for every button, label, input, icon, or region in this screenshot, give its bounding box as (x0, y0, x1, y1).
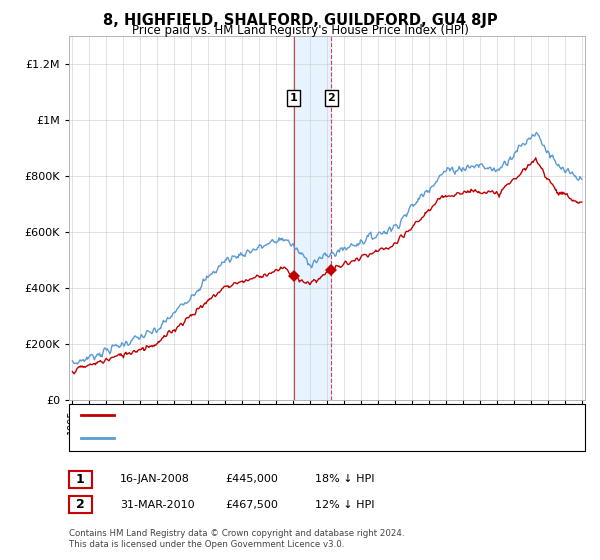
Text: 2: 2 (76, 498, 85, 511)
Text: Price paid vs. HM Land Registry's House Price Index (HPI): Price paid vs. HM Land Registry's House … (131, 24, 469, 37)
Text: 31-MAR-2010: 31-MAR-2010 (120, 500, 194, 510)
Text: 16-JAN-2008: 16-JAN-2008 (120, 474, 190, 484)
Text: Contains HM Land Registry data © Crown copyright and database right 2024.
This d: Contains HM Land Registry data © Crown c… (69, 529, 404, 549)
Text: £467,500: £467,500 (225, 500, 278, 510)
Text: 2: 2 (328, 93, 335, 103)
Text: 12% ↓ HPI: 12% ↓ HPI (315, 500, 374, 510)
Text: 1: 1 (76, 473, 85, 486)
Text: 8, HIGHFIELD, SHALFORD, GUILDFORD, GU4 8JP (detached house): 8, HIGHFIELD, SHALFORD, GUILDFORD, GU4 8… (120, 410, 463, 420)
Bar (294, 36, 331, 400)
Text: HPI: Average price, detached house, Guildford: HPI: Average price, detached house, Guil… (120, 433, 361, 442)
Text: 1: 1 (290, 93, 298, 103)
Text: £445,000: £445,000 (225, 474, 278, 484)
Text: 8, HIGHFIELD, SHALFORD, GUILDFORD, GU4 8JP: 8, HIGHFIELD, SHALFORD, GUILDFORD, GU4 8… (103, 13, 497, 28)
Text: 18% ↓ HPI: 18% ↓ HPI (315, 474, 374, 484)
